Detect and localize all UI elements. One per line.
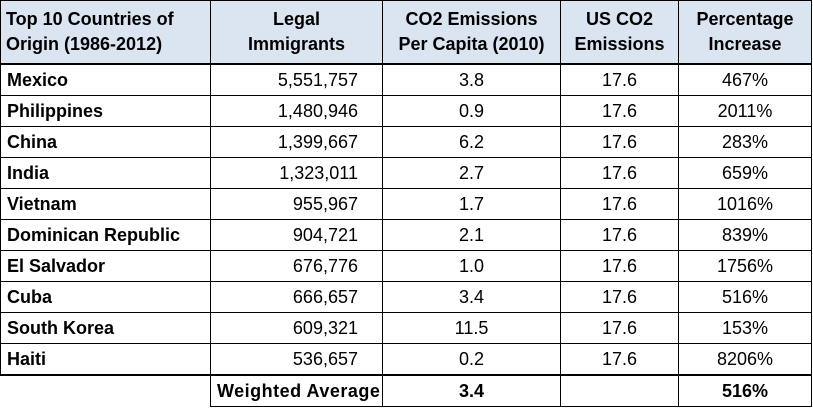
us-co2-cell: 17.6 [560,188,679,220]
header-immigrants: Legal Immigrants [210,0,383,65]
us-co2-cell: 17.6 [560,250,679,282]
co2-cell: 0.2 [382,343,561,376]
co2-cell: 6.2 [382,126,561,158]
table-row: Haiti 536,657 0.2 17.6 8206% [0,343,812,376]
percentage-cell: 283% [678,126,812,158]
weighted-average-us-co2 [560,374,679,407]
header-country: Top 10 Countries of Origin (1986-2012) [0,0,211,65]
weighted-average-co2: 3.4 [382,374,561,407]
weighted-average-percentage: 516% [678,374,812,407]
us-co2-cell: 17.6 [560,281,679,313]
table-row: Dominican Republic 904,721 2.1 17.6 839% [0,219,812,251]
us-co2-cell: 17.6 [560,95,679,127]
immigrants-cell: 676,776 [210,250,383,282]
country-cell: Dominican Republic [0,219,211,251]
table-row: China 1,399,667 6.2 17.6 283% [0,126,812,158]
co2-cell: 1.7 [382,188,561,220]
blank-cell [0,374,211,407]
country-cell: China [0,126,211,158]
co2-cell: 3.4 [382,281,561,313]
us-co2-cell: 17.6 [560,157,679,189]
table-row: Vietnam 955,967 1.7 17.6 1016% [0,188,812,220]
co2-cell: 2.7 [382,157,561,189]
immigrants-cell: 955,967 [210,188,383,220]
country-cell: India [0,157,211,189]
us-co2-cell: 17.6 [560,126,679,158]
percentage-cell: 1756% [678,250,812,282]
co2-cell: 3.8 [382,63,561,96]
country-cell: Haiti [0,343,211,376]
us-co2-cell: 17.6 [560,219,679,251]
country-cell: Cuba [0,281,211,313]
percentage-cell: 467% [678,63,812,96]
immigrants-cell: 1,480,946 [210,95,383,127]
country-cell: Mexico [0,63,211,96]
immigrants-cell: 1,323,011 [210,157,383,189]
table-row: El Salvador 676,776 1.0 17.6 1756% [0,250,812,282]
percentage-cell: 8206% [678,343,812,376]
us-co2-cell: 17.6 [560,312,679,344]
weighted-average-label: Weighted Average [210,374,383,407]
percentage-cell: 659% [678,157,812,189]
percentage-cell: 2011% [678,95,812,127]
immigrants-cell: 609,321 [210,312,383,344]
table-row: South Korea 609,321 11.5 17.6 153% [0,312,812,344]
country-cell: Philippines [0,95,211,127]
weighted-average-row: Weighted Average 3.4 516% [0,374,812,407]
co2-cell: 11.5 [382,312,561,344]
percentage-cell: 839% [678,219,812,251]
header-row: Top 10 Countries of Origin (1986-2012) L… [0,0,812,65]
percentage-cell: 1016% [678,188,812,220]
header-us-co2: US CO2 Emissions [560,0,679,65]
immigrants-cell: 666,657 [210,281,383,313]
us-co2-cell: 17.6 [560,63,679,96]
table-row: Mexico 5,551,757 3.8 17.6 467% [0,63,812,96]
percentage-cell: 153% [678,312,812,344]
country-cell: El Salvador [0,250,211,282]
country-cell: Vietnam [0,188,211,220]
country-cell: South Korea [0,312,211,344]
header-percentage-increase: Percentage Increase [678,0,812,65]
table-row: Cuba 666,657 3.4 17.6 516% [0,281,812,313]
co2-cell: 1.0 [382,250,561,282]
immigrants-cell: 904,721 [210,219,383,251]
immigrants-cell: 536,657 [210,343,383,376]
co2-cell: 0.9 [382,95,561,127]
table-row: India 1,323,011 2.7 17.6 659% [0,157,812,189]
header-co2-per-capita: CO2 Emissions Per Capita (2010) [382,0,561,65]
percentage-cell: 516% [678,281,812,313]
immigrants-cell: 5,551,757 [210,63,383,96]
us-co2-cell: 17.6 [560,343,679,376]
co2-cell: 2.1 [382,219,561,251]
immigrants-cell: 1,399,667 [210,126,383,158]
table-row: Philippines 1,480,946 0.9 17.6 2011% [0,95,812,127]
